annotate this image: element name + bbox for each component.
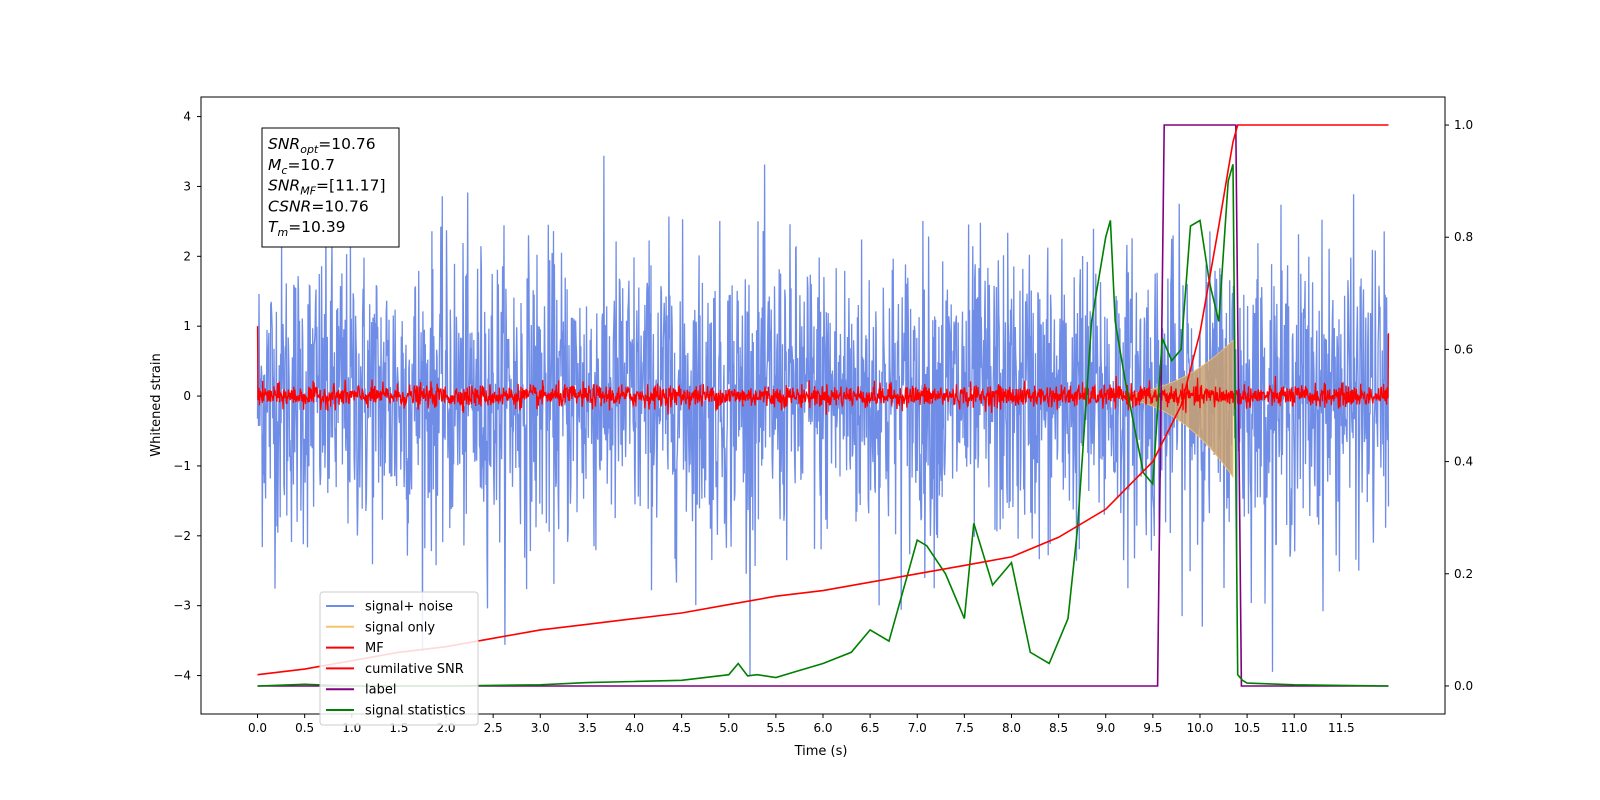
y-axis-label: Whitened strain xyxy=(149,353,164,456)
x-tick-label: 6.0 xyxy=(813,721,832,735)
x-tick-label: 0.5 xyxy=(295,721,314,735)
y-left-tick-label: −3 xyxy=(173,599,191,613)
x-tick-label: 7.5 xyxy=(955,721,974,735)
y-left-tick-label: 1 xyxy=(183,319,191,333)
stats-annotation-line: CSNR=10.76 xyxy=(268,197,369,215)
x-tick-label: 8.0 xyxy=(1002,721,1021,735)
x-tick-label: 10.0 xyxy=(1187,721,1214,735)
legend-label: label xyxy=(365,683,396,698)
y-left-tick-label: 2 xyxy=(183,249,191,263)
series-signal-statistics xyxy=(257,164,1389,687)
stats-annotation-line: Mc=10.7 xyxy=(268,156,335,177)
stats-annotation-line: SNRMF=[11.17] xyxy=(268,177,386,198)
y-right-tick-label: 0.8 xyxy=(1454,230,1473,244)
y-left-tick-label: 3 xyxy=(183,179,191,193)
x-tick-label: 9.0 xyxy=(1096,721,1115,735)
x-axis-label: Time (s) xyxy=(794,744,848,759)
x-tick-label: 8.5 xyxy=(1049,721,1068,735)
x-axis: 0.0 0.5 1.0 1.5 2.0 2.5 3.0 3.5 4.0 4.5 5.0 5.5 6.0 6… xyxy=(248,714,1355,735)
y-left-tick-label: 4 xyxy=(183,110,191,124)
x-tick-label: 4.5 xyxy=(672,721,691,735)
legend-label: MF xyxy=(365,641,384,656)
legend-label: signal only xyxy=(365,620,435,635)
y-axis-right: 0.0 0.2 0.4 0.6 0.8 1.0 xyxy=(1445,118,1473,693)
x-tick-label: 7.0 xyxy=(908,721,927,735)
x-tick-label: 3.5 xyxy=(578,721,597,735)
legend-label: signal statistics xyxy=(365,704,466,719)
x-tick-label: 11.0 xyxy=(1281,721,1308,735)
x-tick-label: 11.5 xyxy=(1328,721,1355,735)
y-axis-left: −4 −3 −2 −1 0 1 2 3 4 xyxy=(173,110,201,683)
y-left-tick-label: −2 xyxy=(173,529,191,543)
y-right-tick-label: 1.0 xyxy=(1454,118,1473,132)
stats-annotation-line: Tm=10.39 xyxy=(268,218,346,239)
stats-annotation-frame xyxy=(261,127,400,248)
series-label xyxy=(257,124,1389,687)
y-left-tick-label: 0 xyxy=(183,389,191,403)
x-tick-label: 5.0 xyxy=(719,721,738,735)
x-tick-label: 4.0 xyxy=(625,721,644,735)
series-mf xyxy=(256,326,1390,416)
y-right-tick-label: 0.0 xyxy=(1454,679,1473,693)
y-right-tick-label: 0.4 xyxy=(1454,455,1473,469)
x-tick-label: 2.5 xyxy=(484,721,503,735)
legend-label: signal+ noise xyxy=(365,600,453,615)
y-left-tick-label: −4 xyxy=(173,669,191,683)
x-tick-label: 10.5 xyxy=(1234,721,1261,735)
stats-annotation-line: SNRopt=10.76 xyxy=(268,135,376,156)
x-tick-label: 3.0 xyxy=(531,721,550,735)
x-tick-label: 5.5 xyxy=(766,721,785,735)
stats-annotation-box: SNRopt=10.76Mc=10.7SNRMF=[11.17]CSNR=10.… xyxy=(261,127,400,248)
legend-label: cumilative SNR xyxy=(365,662,464,677)
y-right-tick-label: 0.6 xyxy=(1454,342,1473,356)
y-right-tick-label: 0.2 xyxy=(1454,567,1473,581)
legend: signal+ noise signal only MF cumilative SNR… xyxy=(319,591,479,726)
x-tick-label: 9.5 xyxy=(1143,721,1162,735)
y-left-tick-label: −1 xyxy=(173,459,191,473)
x-tick-label: 0.0 xyxy=(248,721,267,735)
x-tick-label: 6.5 xyxy=(861,721,880,735)
legend-frame xyxy=(319,591,479,726)
